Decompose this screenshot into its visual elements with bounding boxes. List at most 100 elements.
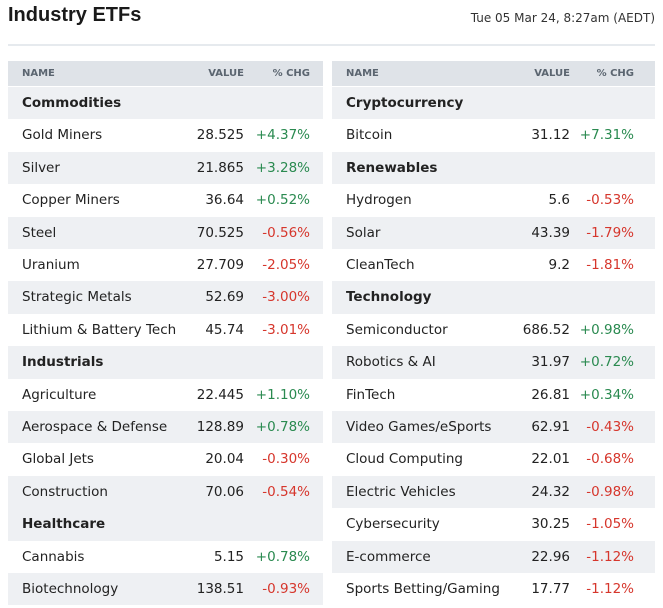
data-row: Cloud Computing 22.01 -0.68% bbox=[332, 443, 655, 475]
name-cell: Cybersecurity bbox=[346, 516, 440, 533]
change-cell: +0.78% bbox=[255, 548, 310, 565]
value-cell: 138.51 bbox=[196, 581, 244, 597]
change-cell: +3.28% bbox=[255, 159, 310, 176]
column-header: % CHG bbox=[596, 68, 634, 79]
data-row: Lithium & Battery Tech 45.74 -3.01% bbox=[8, 314, 323, 346]
column-header: VALUE bbox=[534, 68, 570, 79]
change-cell: -1.12% bbox=[586, 581, 634, 597]
change-cell: -3.01% bbox=[262, 321, 310, 338]
data-row: Agriculture 22.445 +1.10% bbox=[8, 379, 323, 411]
name-cell: E-commerce bbox=[346, 548, 431, 565]
section-row: Technology bbox=[332, 281, 655, 314]
value-cell: 21.865 bbox=[196, 159, 244, 176]
name-cell: Strategic Metals bbox=[22, 289, 132, 306]
change-cell: +0.52% bbox=[255, 192, 310, 209]
data-row: CleanTech 9.2 -1.81% bbox=[332, 249, 655, 281]
value-cell: 43.39 bbox=[531, 224, 570, 241]
data-row: Uranium 27.709 -2.05% bbox=[8, 249, 323, 281]
change-cell: -0.98% bbox=[586, 483, 634, 500]
data-row: Copper Miners 36.64 +0.52% bbox=[8, 184, 323, 216]
value-cell: 27.709 bbox=[196, 257, 244, 273]
name-cell: Construction bbox=[22, 483, 108, 500]
section-row: Healthcare bbox=[8, 508, 323, 541]
section-title: Cryptocurrency bbox=[346, 95, 464, 111]
name-cell: Semiconductor bbox=[346, 321, 448, 338]
page-title: Industry ETFs bbox=[8, 4, 142, 26]
name-cell: Silver bbox=[22, 159, 60, 176]
data-row: Bitcoin 31.12 +7.31% bbox=[332, 119, 655, 151]
name-cell: FinTech bbox=[346, 386, 396, 403]
data-row: Biotechnology 138.51 -0.93% bbox=[8, 573, 323, 606]
section-title: Renewables bbox=[346, 159, 438, 176]
etf-table: NAME VALUE % CHG Commodities Gold Miners 28.5… bbox=[8, 61, 323, 606]
section-row: Industrials bbox=[8, 346, 323, 379]
data-row: Steel 70.525 -0.56% bbox=[8, 216, 323, 249]
data-row: Video Games/eSports 62.91 -0.43% bbox=[332, 411, 655, 444]
name-cell: Bitcoin bbox=[346, 127, 393, 144]
column-header: VALUE bbox=[208, 68, 244, 79]
section-row: Commodities bbox=[8, 87, 323, 120]
data-row: Robotics & AI 31.97 +0.72% bbox=[332, 346, 655, 379]
data-row: E-commerce 22.96 -1.12% bbox=[332, 540, 655, 573]
divider bbox=[8, 44, 655, 46]
column-header: NAME bbox=[22, 68, 55, 79]
value-cell: 62.91 bbox=[531, 419, 570, 435]
name-cell: Hydrogen bbox=[346, 192, 412, 209]
change-cell: +4.37% bbox=[255, 127, 310, 144]
section-title: Industrials bbox=[22, 354, 104, 371]
data-row: Gold Miners 28.525 +4.37% bbox=[8, 119, 323, 151]
name-cell: Biotechnology bbox=[22, 581, 119, 597]
value-cell: 70.525 bbox=[196, 224, 244, 241]
value-cell: 31.12 bbox=[531, 127, 570, 144]
name-cell: Lithium & Battery Tech bbox=[22, 321, 177, 338]
change-cell: -0.93% bbox=[262, 581, 310, 597]
value-cell: 24.32 bbox=[531, 483, 570, 500]
value-cell: 22.01 bbox=[531, 451, 570, 468]
data-row: Construction 70.06 -0.54% bbox=[8, 475, 323, 509]
name-cell: Uranium bbox=[22, 257, 80, 273]
value-cell: 36.64 bbox=[205, 192, 244, 209]
section-title: Healthcare bbox=[22, 516, 106, 533]
change-cell: +0.78% bbox=[255, 419, 310, 435]
table-header: NAME VALUE % CHG bbox=[8, 61, 323, 86]
value-cell: 30.25 bbox=[531, 516, 570, 533]
data-row: Global Jets 20.04 -0.30% bbox=[8, 443, 323, 475]
change-cell: -1.79% bbox=[586, 224, 634, 241]
column-header: NAME bbox=[346, 68, 379, 79]
data-row: Cannabis 5.15 +0.78% bbox=[8, 541, 323, 573]
value-cell: 28.525 bbox=[196, 127, 244, 144]
name-cell: Copper Miners bbox=[22, 192, 120, 209]
value-cell: 45.74 bbox=[205, 321, 244, 338]
name-cell: Video Games/eSports bbox=[346, 419, 492, 435]
timestamp: Tue 05 Mar 24, 8:27am (AEDT) bbox=[470, 11, 655, 25]
change-cell: -0.54% bbox=[262, 483, 310, 500]
value-cell: 70.06 bbox=[205, 483, 244, 500]
data-row: Hydrogen 5.6 -0.53% bbox=[332, 184, 655, 216]
change-cell: +0.34% bbox=[579, 386, 634, 403]
change-cell: -1.81% bbox=[586, 257, 634, 273]
value-cell: 22.96 bbox=[531, 548, 570, 565]
value-cell: 686.52 bbox=[522, 321, 570, 338]
column-header: % CHG bbox=[272, 68, 310, 79]
data-row: Electric Vehicles 24.32 -0.98% bbox=[332, 475, 655, 509]
name-cell: Cloud Computing bbox=[346, 451, 463, 468]
name-cell: Cannabis bbox=[22, 548, 85, 565]
change-cell: +0.98% bbox=[579, 321, 634, 338]
value-cell: 31.97 bbox=[531, 354, 570, 371]
data-row: Sports Betting/Gaming 17.77 -1.12% bbox=[332, 573, 655, 605]
value-cell: 5.6 bbox=[548, 192, 570, 209]
value-cell: 20.04 bbox=[205, 451, 244, 468]
change-cell: -1.05% bbox=[586, 516, 634, 533]
name-cell: Global Jets bbox=[22, 451, 94, 468]
name-cell: CleanTech bbox=[346, 257, 415, 273]
data-row: Aerospace & Defense 128.89 +0.78% bbox=[8, 411, 323, 444]
change-cell: +7.31% bbox=[579, 127, 634, 144]
name-cell: Electric Vehicles bbox=[346, 483, 456, 500]
section-title: Technology bbox=[346, 289, 432, 306]
change-cell: +0.72% bbox=[579, 354, 634, 371]
name-cell: Agriculture bbox=[22, 386, 97, 403]
change-cell: -3.00% bbox=[262, 289, 310, 306]
name-cell: Sports Betting/Gaming bbox=[346, 581, 500, 597]
name-cell: Solar bbox=[346, 224, 381, 241]
data-row: Solar 43.39 -1.79% bbox=[332, 216, 655, 249]
